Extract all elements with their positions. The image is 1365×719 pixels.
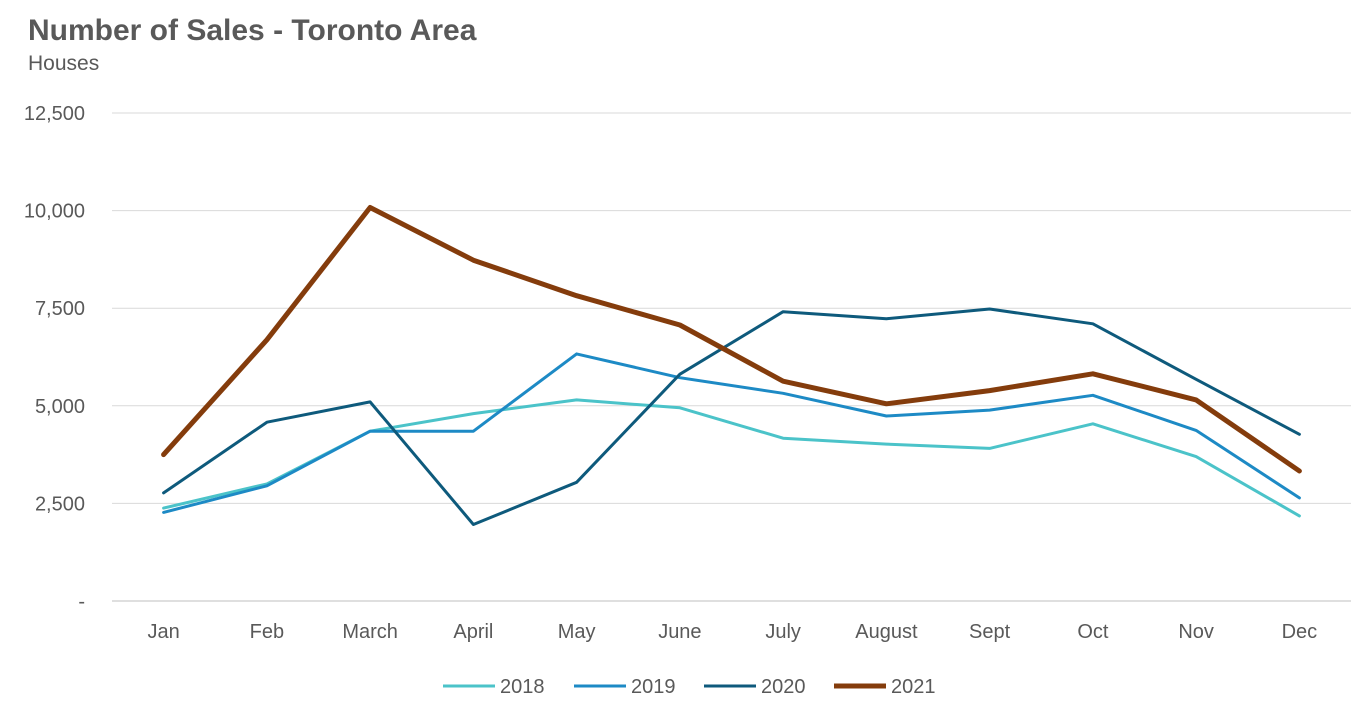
y-tick-label: 12,500 bbox=[24, 103, 85, 125]
legend: 2018 2019 2020 2021 bbox=[443, 676, 936, 698]
legend-label-2020: 2020 bbox=[761, 676, 806, 698]
x-tick-label: April bbox=[453, 621, 493, 643]
x-tick-label: Nov bbox=[1178, 621, 1214, 643]
chart-title: Number of Sales - Toronto Area bbox=[28, 14, 477, 47]
chart-subtitle: Houses bbox=[28, 52, 100, 75]
x-tick-label: August bbox=[855, 621, 918, 643]
y-tick-label: 7,500 bbox=[35, 298, 85, 320]
gridlines bbox=[112, 112, 1351, 602]
legend-label-2018: 2018 bbox=[500, 676, 545, 698]
y-tick-label: 10,000 bbox=[24, 201, 85, 223]
x-tick-label: Feb bbox=[250, 621, 284, 643]
x-tick-label: July bbox=[765, 621, 801, 643]
y-tick-label: - bbox=[78, 591, 85, 613]
x-tick-label: March bbox=[342, 621, 398, 643]
x-tick-label: Jan bbox=[148, 621, 180, 643]
series-line-2020 bbox=[162, 307, 1301, 526]
x-tick-label: Sept bbox=[969, 621, 1011, 643]
series-line-2021 bbox=[161, 205, 1302, 474]
x-tick-label: Oct bbox=[1077, 621, 1109, 643]
y-tick-label: 5,000 bbox=[35, 396, 85, 418]
y-axis-ticks: - 2,500 5,000 7,500 10,000 12,500 bbox=[24, 103, 85, 613]
x-tick-label: June bbox=[658, 621, 701, 643]
x-tick-label: Dec bbox=[1282, 621, 1318, 643]
y-tick-label: 2,500 bbox=[35, 493, 85, 515]
series-line-2019 bbox=[162, 352, 1301, 514]
legend-label-2019: 2019 bbox=[631, 676, 676, 698]
series-line-2018 bbox=[162, 398, 1301, 518]
series-lines bbox=[161, 205, 1302, 526]
x-axis-ticks: Jan Feb March April May June July August Sept Oct… bbox=[148, 621, 1318, 643]
legend-label-2021: 2021 bbox=[891, 676, 936, 698]
x-tick-label: May bbox=[558, 621, 596, 643]
